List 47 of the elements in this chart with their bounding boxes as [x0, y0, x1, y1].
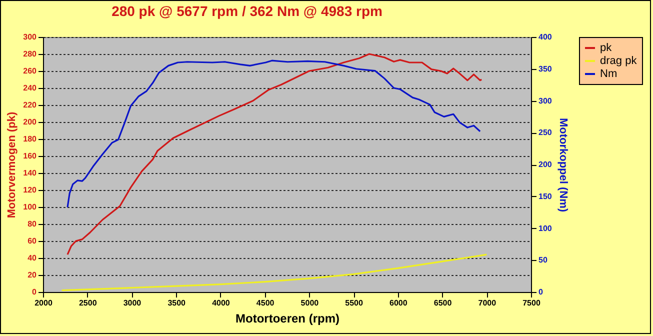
- x-tick-label: 7500: [522, 298, 541, 308]
- y2-tick-label: 300: [538, 96, 552, 106]
- y-tick-label: 260: [23, 66, 38, 76]
- y-tick-label: 240: [23, 84, 38, 92]
- line-series: [61, 254, 488, 292]
- legend-label: Nm: [600, 68, 618, 80]
- x-tick-label: 7000: [478, 298, 497, 308]
- y-tick-label: 180: [23, 134, 38, 144]
- legend-label: drag pk: [600, 55, 638, 67]
- y2-axis-title: Motorkoppel (Nm): [556, 118, 569, 212]
- x-tick-label: 3500: [168, 298, 186, 308]
- y-tick-label: 140: [23, 168, 38, 178]
- line-series: [66, 53, 482, 256]
- x-tick-label: 5500: [345, 298, 364, 308]
- y-tick-label: 120: [23, 186, 38, 194]
- y2-tick-label: 150: [538, 192, 552, 201]
- y2-tick-label: 400: [538, 32, 552, 42]
- chart-title: 280 pk @ 5677 rpm / 362 Nm @ 4983 rpm: [112, 3, 382, 19]
- line-series: [66, 60, 481, 208]
- x-tick-label: 6000: [390, 298, 408, 308]
- x-tick-label: 2000: [34, 298, 53, 308]
- x-tick-label: 6500: [434, 298, 452, 308]
- y2-tick-label: 50: [538, 256, 548, 265]
- y2-tick-label: 0: [538, 288, 544, 296]
- y-tick-label: 100: [23, 202, 38, 212]
- y-tick-label: 80: [28, 220, 38, 228]
- y2-tick-label: 200: [538, 160, 552, 169]
- x-axis-title: Motortoeren (rpm): [236, 312, 340, 326]
- y-tick-label: 300: [23, 32, 38, 42]
- y2-tick-label: 100: [538, 224, 552, 233]
- y-tick-label: 160: [23, 152, 38, 160]
- x-tick-label: 4000: [212, 298, 230, 308]
- y-tick-label: 220: [23, 100, 38, 110]
- x-tick-label: 2500: [78, 298, 98, 308]
- y-tick-label: 40: [28, 254, 38, 262]
- x-tick-label: 4500: [256, 298, 275, 308]
- y-tick-label: 20: [28, 270, 38, 280]
- y-tick-label: 60: [28, 236, 38, 246]
- legend-label: pk: [600, 42, 612, 54]
- y-tick-label: 280: [23, 50, 38, 58]
- y2-tick-label: 350: [538, 64, 552, 74]
- y2-tick-label: 250: [538, 128, 552, 138]
- y-tick-label: 0: [32, 288, 38, 296]
- y-tick-label: 200: [23, 118, 38, 126]
- x-tick-label: 3000: [123, 298, 142, 308]
- x-tick-label: 5000: [300, 298, 320, 308]
- y-axis-title: Motorvermogen (pk): [6, 112, 18, 218]
